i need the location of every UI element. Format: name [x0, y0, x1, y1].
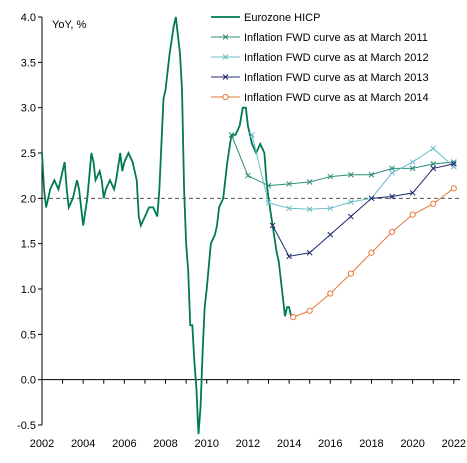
data-point: [290, 314, 297, 321]
x-tick-label: 2018: [359, 438, 383, 450]
data-point: [222, 93, 229, 101]
data-point: [450, 161, 457, 167]
legend-item: Inflation FWD curve as at March 2013: [211, 72, 429, 84]
data-point: [327, 231, 334, 238]
series-3: [269, 161, 457, 260]
y-tick-label: 3.0: [21, 103, 36, 115]
data-point: [327, 290, 334, 297]
data-point: [306, 307, 313, 314]
data-point: [409, 159, 416, 165]
data-point: [430, 200, 437, 207]
legend: Eurozone HICP Inflation FWD curve as at M…: [211, 12, 429, 104]
legend-item: Inflation FWD curve as at March 2014: [211, 92, 429, 104]
data-point: [327, 173, 334, 180]
data-point: [409, 211, 416, 218]
y-tick-label: 2.0: [21, 193, 36, 205]
data-point: [269, 222, 276, 229]
data-point: [306, 206, 313, 213]
data-point: [430, 165, 437, 172]
x-tick-label: 2020: [400, 438, 424, 450]
x-tick-label: 2014: [277, 438, 301, 450]
data-point: [348, 213, 354, 220]
data-point: [286, 180, 292, 187]
y-tick-label: 2.5: [21, 148, 36, 160]
x-tick-label: 2016: [318, 438, 342, 450]
y-tick-label: 3.5: [21, 57, 36, 69]
data-point: [389, 165, 395, 172]
x-tick-label: 2006: [112, 438, 136, 450]
y-tick-label: 1.0: [21, 284, 36, 296]
data-point: [348, 171, 354, 178]
series-line: [230, 134, 454, 187]
data-point: [430, 161, 437, 167]
data-point: [347, 270, 354, 277]
y-tick-label: -0.5: [17, 420, 36, 432]
series-line: [41, 16, 294, 435]
data-point: [389, 170, 395, 176]
legend-label: Inflation FWD curve as at March 2012: [244, 52, 429, 64]
data-point: [368, 171, 375, 178]
y-axis-label: YoY, %: [52, 19, 86, 31]
legend-item: Inflation FWD curve as at March 2012: [211, 52, 429, 64]
data-point: [368, 249, 375, 256]
x-tick-label: 2008: [153, 438, 177, 450]
series-4: [290, 185, 457, 321]
data-point: [228, 132, 235, 138]
legend-item: Eurozone HICP: [211, 12, 320, 24]
data-point: [450, 159, 457, 165]
x-tick-label: 2010: [194, 438, 218, 450]
data-point: [245, 172, 251, 179]
data-point: [388, 228, 396, 235]
data-point: [430, 145, 437, 152]
data-point: [409, 165, 416, 172]
series-2: [249, 132, 457, 213]
x-tick-label: 2002: [30, 438, 54, 450]
legend-label: Inflation FWD curve as at March 2013: [244, 72, 429, 84]
data-point: [306, 249, 313, 256]
data-point: [222, 74, 229, 80]
data-point: [265, 182, 272, 189]
series-1: [228, 132, 457, 189]
data-point: [249, 132, 255, 138]
data-point: [450, 185, 457, 192]
legend-label: Inflation FWD curve as at March 2014: [244, 92, 429, 104]
data-point: [265, 200, 272, 206]
data-point: [286, 205, 292, 212]
data-point: [409, 190, 416, 196]
series-0: [41, 16, 294, 435]
legend-label: Eurozone HICP: [244, 12, 320, 24]
y-tick-label: 1.5: [21, 239, 36, 251]
data-point: [286, 253, 292, 260]
data-point: [222, 34, 229, 40]
data-point: [222, 54, 229, 60]
axes: -0.5 0.0 0.5 1.0 1.5 2.0 2.5 3.0 3.5 4.0 2002 2004 2…: [17, 12, 466, 450]
data-point: [327, 205, 334, 212]
data-point: [306, 179, 313, 185]
legend-label: Inflation FWD curve as at March 2011: [244, 32, 428, 44]
data-point: [348, 199, 354, 205]
series-line: [272, 163, 454, 257]
x-tick-label: 2022: [442, 438, 466, 450]
y-tick-label: 0.5: [21, 329, 36, 341]
x-tick-label: 2004: [71, 438, 95, 450]
data-point: [389, 193, 395, 200]
x-tick-label: 2012: [236, 438, 260, 450]
y-tick-label: 0.0: [21, 375, 36, 387]
legend-item: Inflation FWD curve as at March 2011: [211, 32, 428, 44]
y-tick-label: 4.0: [21, 12, 36, 24]
data-point: [450, 163, 457, 170]
plot-area: [41, 16, 460, 435]
data-point: [368, 195, 375, 202]
